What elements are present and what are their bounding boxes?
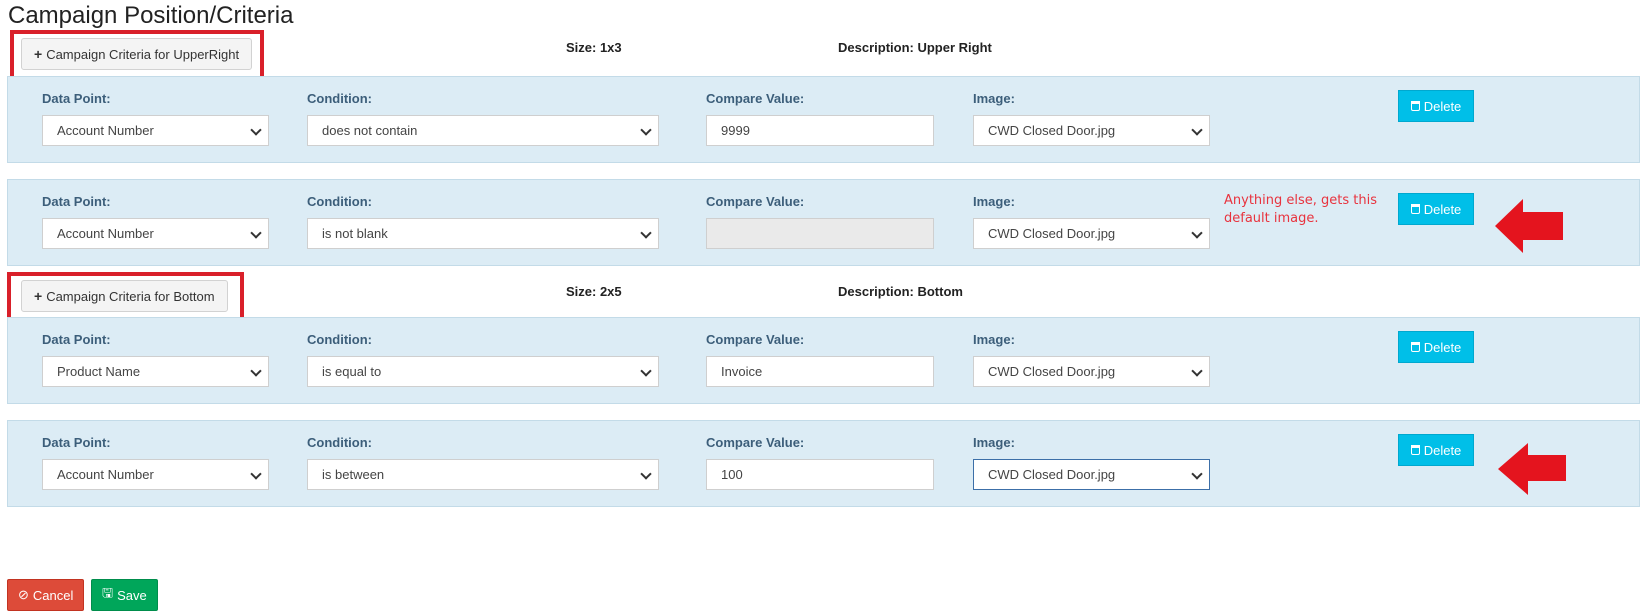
trash-icon (1410, 342, 1420, 352)
delete-button[interactable]: Delete (1398, 434, 1474, 466)
image-value: CWD Closed Door.jpg (988, 467, 1116, 482)
group-header-bottom: + Campaign Criteria for Bottom Size: 2x5… (0, 273, 1643, 313)
data-point-label: Data Point: (42, 435, 111, 450)
save-label: Save (117, 587, 147, 603)
delete-label: Delete (1423, 98, 1462, 114)
data-point-value: Account Number (57, 226, 154, 241)
group-description: Description: Bottom (838, 284, 963, 299)
data-point-select[interactable]: Product Name (42, 356, 269, 387)
add-criteria-bottom-button[interactable]: + Campaign Criteria for Bottom (21, 280, 228, 312)
delete-button[interactable]: Delete (1398, 193, 1474, 225)
condition-select[interactable]: does not contain (307, 115, 659, 146)
condition-value: is equal to (322, 364, 382, 379)
image-label: Image: (973, 91, 1015, 106)
chevron-down-icon (640, 365, 652, 377)
image-value: CWD Closed Door.jpg (988, 226, 1116, 241)
chevron-down-icon (640, 124, 652, 136)
image-select[interactable]: CWD Closed Door.jpg (973, 115, 1210, 146)
group-size: Size: 1x3 (566, 40, 622, 55)
arrow-left-icon (1495, 199, 1563, 253)
chevron-down-icon (250, 124, 262, 136)
image-label: Image: (973, 435, 1015, 450)
compare-value-input[interactable]: 100 (706, 459, 934, 490)
arrow-left-icon (1498, 443, 1566, 495)
image-label: Image: (973, 332, 1015, 347)
chevron-down-icon (250, 468, 262, 480)
delete-button[interactable]: Delete (1398, 90, 1474, 122)
data-point-select[interactable]: Account Number (42, 218, 269, 249)
data-point-select[interactable]: Account Number (42, 115, 269, 146)
annotation-note: Anything else, gets this default image. (1224, 193, 1378, 226)
compare-value-label: Compare Value: (706, 91, 805, 106)
chevron-down-icon (1191, 227, 1203, 239)
highlight-box (7, 272, 244, 322)
image-value: CWD Closed Door.jpg (988, 364, 1116, 379)
data-point-label: Data Point: (42, 194, 111, 209)
group-size: Size: 2x5 (566, 284, 622, 299)
data-point-label: Data Point: (42, 332, 111, 347)
trash-icon (1410, 445, 1420, 455)
compare-value-input[interactable] (706, 218, 934, 249)
delete-label: Delete (1423, 201, 1462, 217)
chevron-down-icon (250, 365, 262, 377)
condition-label: Condition: (307, 194, 372, 209)
floppy-disk-icon: 🖫 (102, 585, 114, 600)
add-criteria-upperright-button[interactable]: + Campaign Criteria for UpperRight (21, 38, 253, 70)
chevron-down-icon (1191, 468, 1203, 480)
cancel-button[interactable]: ⊘ Cancel (7, 579, 85, 611)
data-point-value: Account Number (57, 467, 154, 482)
data-point-select[interactable]: Account Number (42, 459, 269, 490)
criteria-row: Data Point: Product Name Condition: is e… (7, 317, 1640, 404)
compare-value-text: 9999 (721, 123, 750, 138)
page-title: Campaign Position/Criteria (8, 2, 294, 29)
compare-value-label: Compare Value: (706, 435, 805, 450)
data-point-label: Data Point: (42, 91, 111, 106)
criteria-row: Data Point: Account Number Condition: is… (7, 420, 1640, 507)
add-criteria-label: Campaign Criteria for Bottom (46, 288, 215, 304)
condition-select[interactable]: is equal to (307, 356, 659, 387)
chevron-down-icon (640, 468, 652, 480)
image-select[interactable]: CWD Closed Door.jpg (973, 356, 1210, 387)
image-select[interactable]: CWD Closed Door.jpg (973, 459, 1210, 490)
criteria-row: Data Point: Account Number Condition: do… (7, 76, 1640, 163)
cancel-label: Cancel (32, 587, 74, 603)
save-button[interactable]: 🖫 Save (91, 579, 158, 611)
condition-label: Condition: (307, 332, 372, 347)
image-label: Image: (973, 194, 1015, 209)
criteria-row: Data Point: Account Number Condition: is… (7, 179, 1640, 266)
condition-label: Condition: (307, 91, 372, 106)
chevron-down-icon (1191, 124, 1203, 136)
plus-icon: + (34, 46, 43, 62)
data-point-value: Account Number (57, 123, 154, 138)
compare-value-input[interactable]: Invoice (706, 356, 934, 387)
condition-value: is between (322, 467, 385, 482)
trash-icon (1410, 204, 1420, 214)
compare-value-label: Compare Value: (706, 194, 805, 209)
chevron-down-icon (640, 227, 652, 239)
compare-value-text: 100 (721, 467, 743, 482)
highlight-box (10, 30, 264, 80)
chevron-down-icon (1191, 365, 1203, 377)
compare-value-input[interactable]: 9999 (706, 115, 934, 146)
condition-label: Condition: (307, 435, 372, 450)
delete-label: Delete (1423, 442, 1462, 458)
condition-value: is not blank (322, 226, 388, 241)
add-criteria-label: Campaign Criteria for UpperRight (46, 46, 240, 62)
delete-button[interactable]: Delete (1398, 331, 1474, 363)
group-header-upperright: + Campaign Criteria for UpperRight Size:… (0, 30, 1643, 70)
compare-value-text: Invoice (721, 364, 763, 379)
image-value: CWD Closed Door.jpg (988, 123, 1116, 138)
data-point-value: Product Name (57, 364, 141, 379)
compare-value-label: Compare Value: (706, 332, 805, 347)
trash-icon (1410, 101, 1420, 111)
group-description: Description: Upper Right (838, 40, 992, 55)
plus-icon: + (34, 288, 43, 304)
condition-select[interactable]: is not blank (307, 218, 659, 249)
condition-select[interactable]: is between (307, 459, 659, 490)
ban-icon: ⊘ (18, 587, 29, 602)
image-select[interactable]: CWD Closed Door.jpg (973, 218, 1210, 249)
delete-label: Delete (1423, 339, 1462, 355)
condition-value: does not contain (322, 123, 418, 138)
chevron-down-icon (250, 227, 262, 239)
